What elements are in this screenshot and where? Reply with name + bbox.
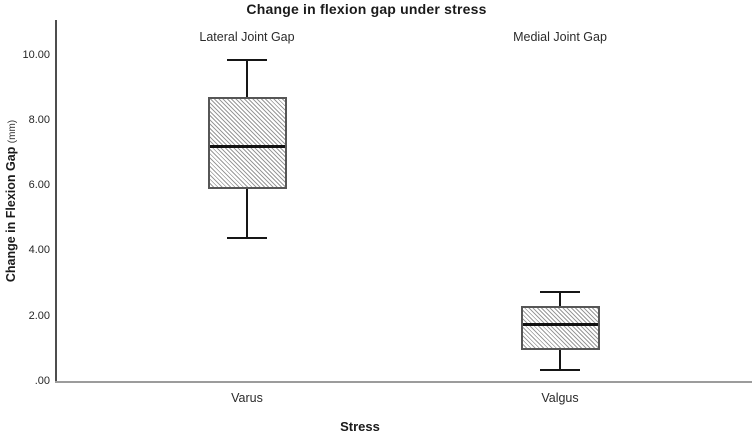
y-tick-label: 4.00 [28, 244, 50, 257]
y-axis-title: Change in Flexion Gap (mm) [4, 120, 18, 282]
category-label-varus: Varus [231, 391, 263, 405]
max-cap-valgus [540, 290, 580, 293]
median-varus [209, 144, 285, 148]
upper-whisker-varus [246, 59, 248, 98]
x-axis-line [55, 381, 752, 383]
min-cap-varus [227, 236, 267, 239]
max-cap-varus [227, 58, 267, 61]
upper-whisker-valgus [559, 291, 561, 307]
median-valgus [522, 322, 598, 326]
lower-whisker-valgus [559, 350, 561, 371]
y-tick-label: 2.00 [28, 309, 50, 322]
min-cap-valgus [540, 369, 580, 372]
y-tick-label: 8.00 [28, 113, 50, 126]
annotation-varus: Lateral Joint Gap [199, 30, 295, 44]
y-tick-label: 6.00 [28, 179, 50, 192]
annotation-valgus: Medial Joint Gap [513, 30, 607, 44]
box-valgus [520, 306, 600, 351]
y-axis-line [55, 20, 57, 383]
chart-title: Change in flexion gap under stress [246, 1, 487, 17]
category-label-valgus: Valgus [541, 391, 579, 405]
lower-whisker-varus [246, 188, 248, 238]
y-tick-label: 10.00 [22, 48, 50, 61]
x-axis-title: Stress [340, 419, 380, 434]
y-axis-title-text: Change in Flexion Gap [4, 146, 18, 283]
box-varus [207, 97, 287, 189]
y-tick-label: .00 [34, 375, 50, 387]
